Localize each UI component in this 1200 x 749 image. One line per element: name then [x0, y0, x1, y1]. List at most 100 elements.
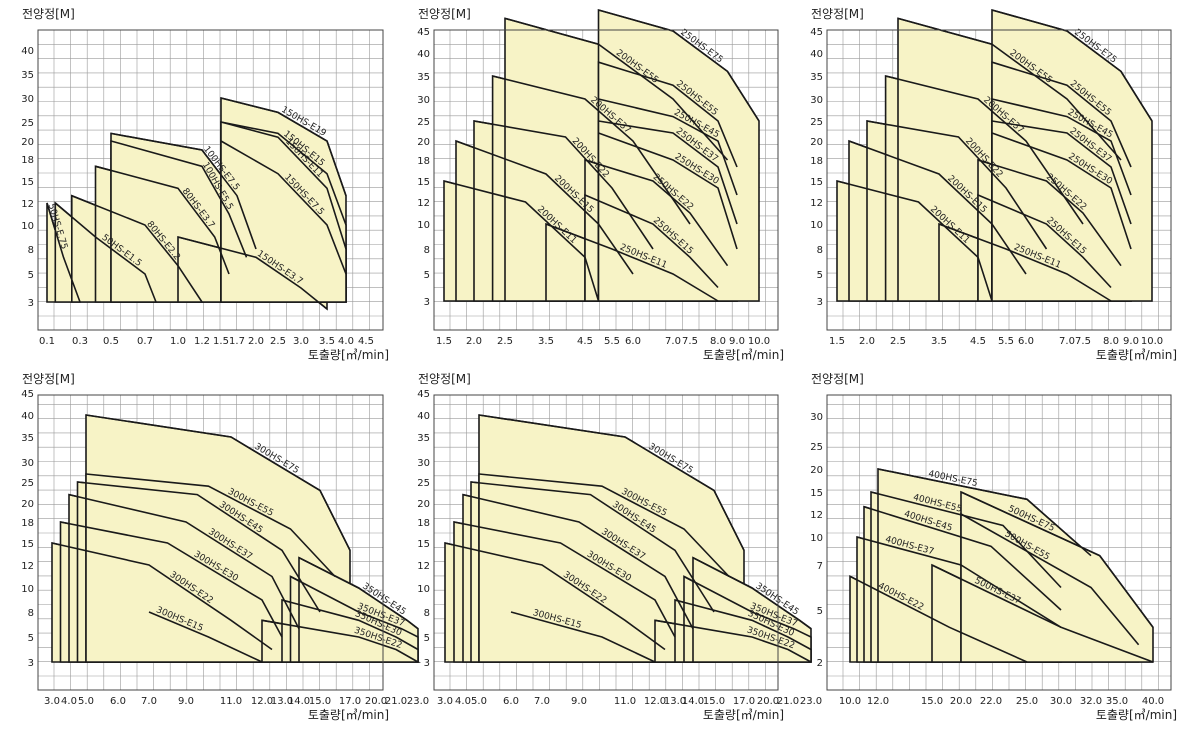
pump-curve: [68, 493, 300, 630]
x-tick-label: 3.5: [931, 336, 947, 347]
y-axis-title: 전양정[M]: [811, 7, 864, 21]
x-tick-label: 3.0: [437, 696, 453, 707]
x-tick-label: 1.5: [829, 336, 845, 347]
pump-curve: [444, 542, 666, 651]
pump-curve: [443, 180, 600, 302]
y-tick-label: 35: [810, 72, 823, 83]
x-tick-label: 23.0: [407, 696, 429, 707]
y-tick-label: 10: [417, 584, 430, 595]
pump-curve: [510, 611, 656, 663]
y-tick-label: 15: [810, 488, 823, 499]
x-tick-label: 9.0: [178, 696, 194, 707]
pump-curve: [960, 513, 1140, 646]
pump-curve: [220, 121, 347, 226]
pump-curve: [220, 121, 347, 250]
x-tick-label: 8.0: [710, 336, 726, 347]
y-tick-label: 5: [817, 270, 823, 281]
pump-curve: [177, 236, 328, 310]
y-tick-label: 3: [28, 298, 34, 309]
y-axis-title: 전양정[M]: [22, 7, 75, 21]
x-tick-label: 40.0: [1142, 696, 1164, 707]
x-tick-label: 14.0: [288, 696, 310, 707]
pump-curve: [977, 159, 1122, 267]
pump-curve: [220, 97, 347, 196]
pump-curve: [504, 17, 729, 161]
x-tick-label: 5.0: [78, 696, 94, 707]
y-tick-label: 3: [817, 297, 823, 308]
pump-curve: [462, 493, 694, 630]
x-tick-label: 3.5: [538, 336, 554, 347]
x-tick-label: 9.0: [571, 696, 587, 707]
y-tick-label: 12: [417, 561, 430, 572]
pump-curve: [598, 9, 760, 122]
y-tick-label: 45: [417, 27, 430, 38]
y-tick-label: 15: [810, 177, 823, 188]
y-axis-title: 전양정[M]: [418, 7, 471, 21]
plot-frame: [37, 29, 384, 331]
pump-curve: [492, 75, 691, 225]
y-tick-label: 40: [21, 46, 34, 57]
y-tick-label: 5: [28, 270, 34, 281]
pump-curve: [453, 521, 676, 638]
pump-curve: [866, 120, 1048, 250]
y-tick-label: 18: [21, 518, 34, 529]
y-tick-label: 7: [817, 561, 823, 572]
x-tick-label: 6.0: [110, 696, 126, 707]
y-tick-label: 25: [810, 442, 823, 453]
y-tick-label: 25: [21, 478, 34, 489]
x-tick-label: 4.5: [970, 336, 986, 347]
x-tick-label: 0.3: [72, 336, 88, 347]
pump-curve: [960, 491, 1154, 628]
x-tick-label: 17.0: [339, 696, 361, 707]
x-tick-label: 7.0: [534, 696, 550, 707]
plot-frame: [826, 394, 1172, 691]
x-tick-label: 6.0: [503, 696, 519, 707]
x-tick-label: 25.0: [1016, 696, 1038, 707]
x-tick-label: 30.0: [1050, 696, 1072, 707]
y-tick-label: 12: [21, 561, 34, 572]
x-tick-label: 10.0: [748, 336, 770, 347]
x-tick-label: 2.0: [248, 336, 264, 347]
plot-frame: [37, 394, 384, 691]
x-tick-label: 12.0: [251, 696, 273, 707]
x-tick-label: 20.0: [365, 696, 387, 707]
pump-curve: [856, 536, 1062, 628]
x-tick-label: 12.0: [867, 696, 889, 707]
pump-curve: [478, 414, 745, 551]
x-tick-label: 0.5: [103, 336, 119, 347]
plot-frame: [826, 29, 1172, 331]
x-tick-label: 5.5: [604, 336, 620, 347]
x-tick-label: 4.0: [61, 696, 77, 707]
y-tick-label: 10: [21, 221, 34, 232]
chart-panel-4: 300HS-E15300HS-E22300HS-E30300HS-E37300H…: [21, 372, 429, 722]
y-axis-title: 전양정[M]: [418, 372, 471, 386]
pump-curve: [598, 61, 738, 168]
pump-curve: [85, 414, 351, 551]
x-tick-label: 2.5: [497, 336, 513, 347]
x-tick-label: 20.0: [757, 696, 779, 707]
y-tick-label: 30: [21, 94, 34, 105]
y-axis-title: 전양정[M]: [22, 372, 75, 386]
x-tick-label: 2.5: [270, 336, 286, 347]
x-tick-label: 3.0: [44, 696, 60, 707]
y-tick-label: 45: [21, 389, 34, 400]
x-tick-label: 1.2: [194, 336, 210, 347]
pump-curve: [654, 619, 812, 663]
x-tick-label: 14.0: [682, 696, 704, 707]
x-tick-label: 5.5: [998, 336, 1014, 347]
pump-curve: [897, 17, 1122, 161]
pump-curve: [220, 140, 347, 275]
pump-curve: [584, 194, 719, 289]
x-tick-label: 13.0: [664, 696, 686, 707]
x-tick-label: 32.0: [1080, 696, 1102, 707]
x-tick-label: 15.0: [703, 696, 725, 707]
y-tick-label: 12: [810, 198, 823, 209]
x-tick-label: 1.0: [170, 336, 186, 347]
y-tick-label: 40: [21, 411, 34, 422]
x-axis-title: 토출량[㎥/min]: [703, 348, 784, 362]
pump-curve: [991, 132, 1132, 250]
y-tick-label: 45: [417, 389, 430, 400]
x-tick-label: 1.7: [229, 336, 245, 347]
y-tick-label: 3: [28, 658, 34, 669]
